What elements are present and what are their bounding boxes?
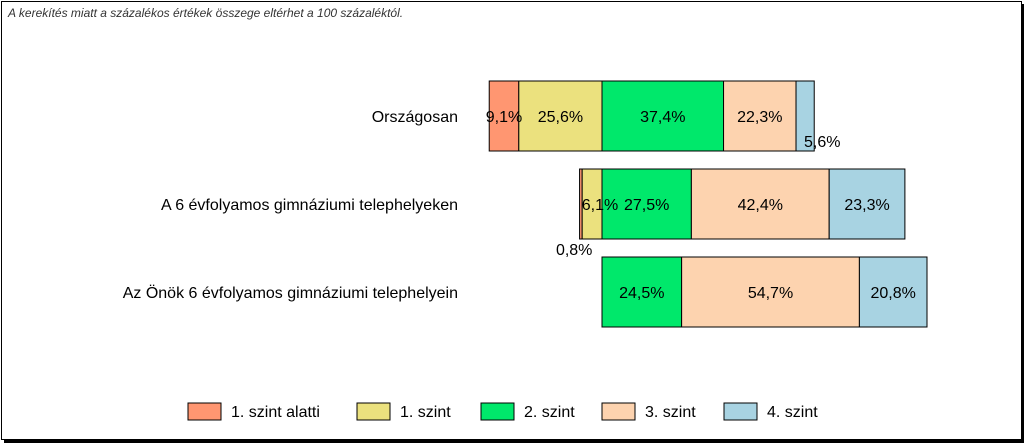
legend-swatch <box>601 402 636 421</box>
bar-segment-5 <box>828 168 906 240</box>
data-label: 20,8% <box>871 285 916 302</box>
legend-label: 4. szint <box>767 404 818 421</box>
labels-layer: Országosan 9,1% 25,6% 37,4% 22,3% 5,6% A 6 évf… <box>123 109 916 302</box>
data-label: 9,1% <box>486 109 522 126</box>
data-label: 22,3% <box>737 109 782 126</box>
data-label: 6,1% <box>582 197 618 214</box>
category-label: A 6 évfolyamos gimnáziumi telephelyeken <box>161 197 458 214</box>
bar-segment-3 <box>601 168 692 240</box>
legend-label: 3. szint <box>645 404 696 421</box>
legend-label: 2. szint <box>524 404 575 421</box>
data-label: 42,4% <box>738 197 783 214</box>
data-label: 5,6% <box>804 134 840 151</box>
legend-label: 1. szint alatti <box>231 404 320 421</box>
legend-swatch <box>356 402 391 421</box>
legend-swatch <box>723 402 758 421</box>
legend: 1. szint alatti 1. szint 2. szint 3. szint 4… <box>187 402 818 421</box>
legend-label: 1. szint <box>400 404 451 421</box>
data-label: 27,5% <box>624 197 669 214</box>
bars-layer <box>488 80 928 328</box>
category-label: Az Önök 6 évfolyamos gimnáziumi telephel… <box>123 284 458 302</box>
bar-segment-5 <box>858 256 928 328</box>
data-label: 23,3% <box>844 197 889 214</box>
bar-segment-4 <box>681 256 860 328</box>
data-label: 24,5% <box>619 285 664 302</box>
bar-segment-2 <box>518 80 603 152</box>
bar-segment-5 <box>795 80 815 152</box>
bar-segment-3 <box>601 256 683 328</box>
rounding-note: A kerekítés miatt a százalékos értékek ö… <box>8 6 404 20</box>
legend-swatch <box>480 402 515 421</box>
bar-segment-4 <box>690 168 830 240</box>
data-label: 54,7% <box>748 285 793 302</box>
data-label: 37,4% <box>640 109 685 126</box>
data-label: 25,6% <box>538 109 583 126</box>
category-label: Országosan <box>372 109 458 126</box>
legend-swatch <box>187 402 222 421</box>
data-label: 0,8% <box>556 242 592 259</box>
